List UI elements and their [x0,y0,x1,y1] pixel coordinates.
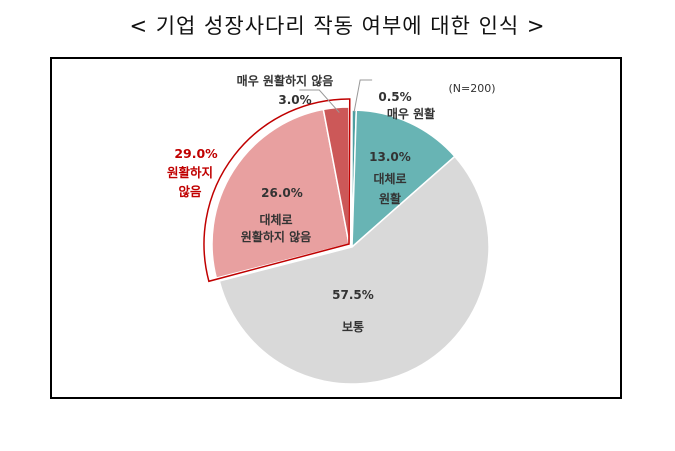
category-label-very-smooth: 매우 원활 [387,106,435,121]
category-label-normal: 보통 [342,319,364,334]
value-label-normal: 57.5% [332,288,374,302]
group-value-label: 29.0% [174,146,218,161]
value-label-very-not-smooth: 3.0% [278,93,311,107]
page-title: < 기업 성장사다리 작동 여부에 대한 인식 > [129,14,546,38]
value-label-not-smooth: 26.0% [261,186,303,200]
sample-size-note: (N=200) [448,82,495,95]
category-label-very-not-smooth: 매우 원활하지 않음 [237,73,334,88]
value-label-very-smooth: 0.5% [378,90,411,104]
leader-line-very-smooth [353,79,373,113]
chart-frame [50,57,622,399]
group-category-label-1: 원활하지 [167,165,213,180]
category-label-not-smooth-2: 원활하지 않음 [241,229,311,244]
value-label-smooth: 13.0% [369,150,411,164]
pie-slice-normal [218,155,490,385]
category-label-smooth-1: 대체로 [373,171,406,186]
group-category-label-2: 않음 [178,184,202,199]
pie-slice-smooth [351,109,456,249]
leader-line-very-not-smooth [299,89,340,113]
group-outline-not-smooth [203,98,351,283]
category-label-smooth-2: 원활 [379,191,401,206]
pie-slice-not-smooth [211,108,350,279]
category-label-not-smooth-1: 대체로 [259,212,292,227]
